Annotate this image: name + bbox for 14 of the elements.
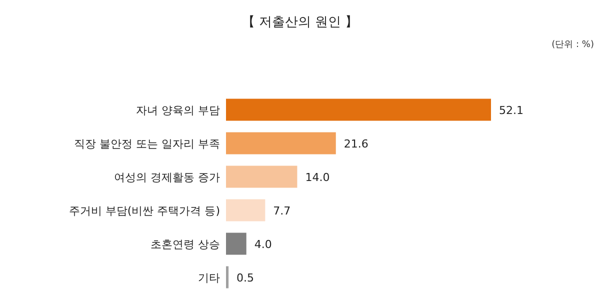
category-label: 자녀 양육의 부담 <box>136 104 220 117</box>
annotation: (단위 : %) <box>552 40 594 50</box>
category-label: 직장 불안정 또는 일자리 부족 <box>74 137 220 150</box>
data-label: 21.6 <box>344 137 368 150</box>
data-label: 0.5 <box>236 271 254 284</box>
category-label: 주거비 부담(비싼 주택가격 등) <box>68 204 220 218</box>
category-label: 기타 <box>198 271 220 284</box>
category-label: 초혼연령 상승 <box>150 238 220 251</box>
data-label: 7.7 <box>273 204 291 218</box>
title: 【 저출산의 원인 】 <box>242 15 358 30</box>
data-label: 14.0 <box>305 170 330 184</box>
data-label: 52.1 <box>499 104 524 117</box>
category-label: 여성의 경제활동 증가 <box>114 170 220 184</box>
data-label: 4.0 <box>254 238 272 251</box>
